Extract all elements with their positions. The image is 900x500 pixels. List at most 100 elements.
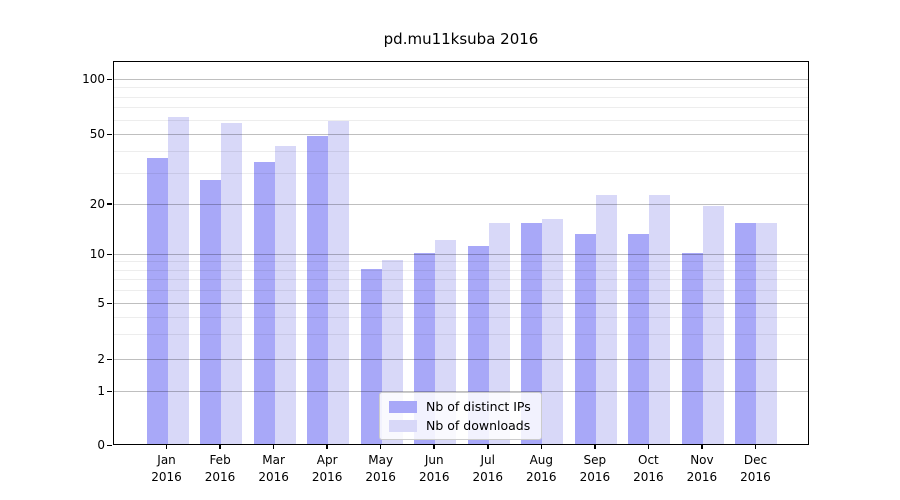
ytick-label-5: 5 — [97, 296, 105, 310]
bar-nb-of-downloads-dec-2016 — [756, 223, 778, 444]
plot-area — [113, 61, 809, 445]
xtick-mark-dec-2016 — [754, 444, 757, 449]
bar-nb-of-downloads-sep-2016 — [595, 195, 617, 444]
xtick-mark-may-2016 — [379, 444, 382, 449]
xtick-year: 2016 — [365, 470, 396, 484]
gridline-major-y-50 — [114, 134, 808, 135]
ytick-mark-1 — [107, 390, 112, 392]
xtick-year: 2016 — [311, 470, 343, 484]
gridline-major-y-1 — [114, 391, 808, 392]
xtick-label-jun-2016: Jun 2016 — [407, 452, 461, 486]
xtick-label-sep-2016: Sep 2016 — [568, 452, 622, 486]
xtick-label-jan-2016: Jan 2016 — [140, 452, 194, 486]
xtick-mark-sep-2016 — [594, 444, 596, 449]
ytick-label-20: 20 — [89, 196, 105, 211]
xtick-month: May — [368, 453, 394, 467]
xtick-mark-oct-2016 — [647, 444, 650, 449]
xtick-year: 2016 — [258, 470, 289, 484]
bar-nb-of-distinct-ips-mar-2016 — [253, 162, 275, 444]
xtick-month: Dec — [743, 453, 768, 467]
legend-label: Nb of downloads — [426, 418, 531, 433]
bar-nb-of-downloads-oct-2016 — [649, 195, 671, 444]
bar-nb-of-distinct-ips-aug-2016 — [521, 223, 543, 444]
xtick-mark-mar-2016 — [272, 444, 275, 449]
gridline-minor-y-70 — [114, 107, 808, 109]
bar-nb-of-downloads-mar-2016 — [274, 146, 296, 444]
gridline-minor-y-7 — [114, 279, 808, 281]
ytick-label-0: 0 — [97, 438, 105, 452]
legend-swatch-icon — [389, 419, 417, 432]
xtick-label-may-2016: May 2016 — [354, 452, 408, 486]
xtick-mark-aug-2016 — [540, 444, 543, 449]
bar-nb-of-downloads-jul-2016 — [488, 223, 510, 444]
bar-nb-of-distinct-ips-dec-2016 — [735, 223, 757, 444]
ytick-mark-10 — [107, 253, 112, 255]
gridline-major-y-2 — [114, 359, 808, 360]
xtick-label-jul-2016: Jul 2016 — [461, 452, 515, 486]
bar-nb-of-downloads-aug-2016 — [542, 218, 564, 444]
xtick-mark-apr-2016 — [326, 444, 328, 449]
gridline-minor-y-60 — [114, 119, 808, 121]
ytick-label-2: 2 — [97, 352, 105, 366]
xtick-label-mar-2016: Mar 2016 — [247, 452, 301, 486]
ytick-label-1: 1 — [97, 384, 105, 398]
gridline-major-y-10 — [114, 254, 808, 255]
bar-nb-of-downloads-nov-2016 — [702, 206, 724, 444]
bar-nb-of-downloads-jan-2016 — [167, 117, 189, 444]
bar-nb-of-downloads-feb-2016 — [221, 122, 243, 444]
gridline-minor-y-9 — [114, 261, 808, 263]
bar-nb-of-distinct-ips-jan-2016 — [146, 157, 168, 444]
xtick-month: Jan — [157, 453, 176, 467]
bar-nb-of-downloads-apr-2016 — [328, 121, 350, 444]
xtick-month: Jul — [480, 453, 495, 467]
xtick-month: Feb — [209, 453, 231, 467]
legend: Nb of distinct IPs Nb of downloads — [379, 392, 542, 440]
ytick-label-50: 50 — [89, 127, 105, 141]
ytick-mark-2 — [107, 358, 112, 360]
xtick-year: 2016 — [686, 470, 718, 484]
ytick-mark-0 — [107, 444, 112, 446]
xtick-year: 2016 — [740, 470, 771, 484]
ytick-mark-100 — [107, 78, 112, 80]
ytick-label-100: 100 — [82, 72, 105, 86]
gridline-minor-y-4 — [114, 316, 808, 318]
xtick-month: Jun — [424, 453, 444, 467]
xtick-mark-jan-2016 — [165, 444, 168, 449]
legend-item-nb-of-downloads: Nb of downloads — [389, 418, 531, 433]
bar-nb-of-distinct-ips-apr-2016 — [307, 136, 329, 444]
xtick-label-aug-2016: Aug 2016 — [514, 452, 568, 486]
bar-nb-of-distinct-ips-oct-2016 — [628, 233, 650, 444]
gridline-minor-y-8 — [114, 269, 808, 271]
ytick-mark-5 — [107, 302, 112, 304]
xtick-mark-feb-2016 — [219, 444, 221, 449]
xtick-mark-jun-2016 — [433, 444, 435, 449]
xtick-year: 2016 — [472, 470, 504, 484]
xtick-year: 2016 — [526, 470, 557, 484]
xtick-month: Aug — [529, 453, 554, 467]
chart-title: pd.mu11ksuba 2016 — [383, 30, 539, 48]
ytick-label-10: 10 — [89, 247, 105, 261]
xtick-year: 2016 — [633, 470, 664, 484]
gridline-major-y-5 — [114, 303, 808, 304]
bar-nb-of-distinct-ips-may-2016 — [360, 268, 382, 444]
xtick-month: Nov — [690, 453, 714, 467]
gridline-minor-y-30 — [114, 172, 808, 174]
xtick-label-feb-2016: Feb 2016 — [193, 452, 247, 486]
gridline-major-y-20 — [114, 203, 808, 205]
bar-nb-of-distinct-ips-nov-2016 — [681, 253, 703, 444]
gridline-minor-y-80 — [114, 96, 808, 98]
xtick-year: 2016 — [151, 470, 182, 484]
xtick-label-nov-2016: Nov 2016 — [675, 452, 729, 486]
xtick-label-apr-2016: Apr 2016 — [300, 452, 354, 486]
gridline-minor-y-3 — [114, 334, 808, 336]
gridline-minor-y-40 — [114, 150, 808, 152]
gridline-major-y-100 — [114, 79, 808, 80]
gridline-minor-y-90 — [114, 87, 808, 89]
legend-item-nb-of-distinct-ips: Nb of distinct IPs — [389, 399, 531, 414]
xtick-mark-jul-2016 — [487, 444, 489, 449]
xtick-month: Oct — [638, 453, 659, 467]
bar-nb-of-distinct-ips-sep-2016 — [574, 233, 596, 444]
xtick-month: Mar — [262, 453, 285, 467]
xtick-label-oct-2016: Oct 2016 — [621, 452, 675, 486]
